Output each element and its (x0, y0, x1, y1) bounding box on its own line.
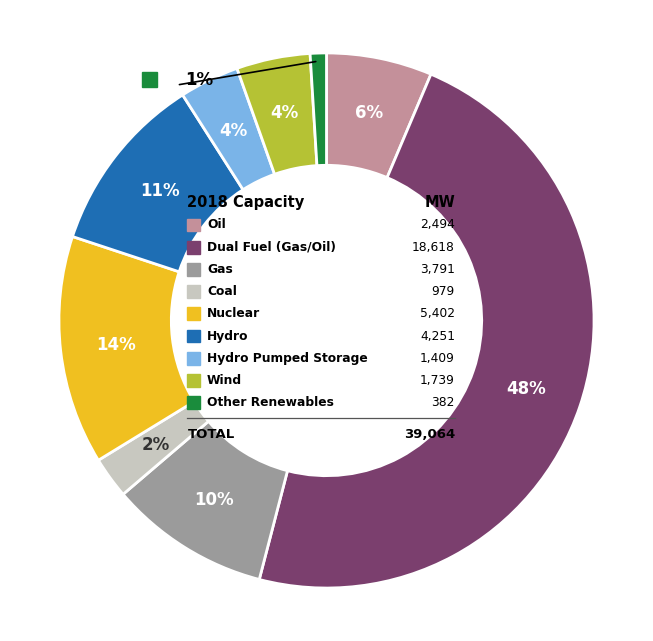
Text: 39,064: 39,064 (404, 428, 455, 441)
Text: Wind: Wind (207, 374, 242, 387)
Bar (187, 241, 200, 254)
Text: Hydro: Hydro (207, 329, 248, 342)
Text: TOTAL: TOTAL (187, 428, 234, 441)
Wedge shape (237, 53, 317, 174)
Bar (187, 308, 200, 320)
Text: Gas: Gas (207, 263, 232, 276)
Wedge shape (310, 53, 326, 165)
Text: 11%: 11% (140, 181, 180, 200)
Bar (187, 219, 200, 231)
Text: Coal: Coal (207, 285, 237, 298)
Text: 5,402: 5,402 (420, 307, 455, 320)
Bar (187, 374, 200, 387)
Text: 2%: 2% (141, 436, 170, 454)
Text: 382: 382 (432, 396, 455, 409)
Text: 4%: 4% (270, 104, 298, 122)
Text: 48%: 48% (507, 379, 547, 397)
Bar (187, 263, 200, 276)
Bar (187, 396, 200, 409)
Text: Oil: Oil (207, 219, 226, 231)
Bar (142, 72, 157, 87)
Wedge shape (72, 95, 243, 272)
Text: 2018 Capacity: 2018 Capacity (187, 196, 305, 210)
Text: 1,739: 1,739 (420, 374, 455, 387)
Wedge shape (183, 69, 274, 190)
Wedge shape (123, 421, 287, 579)
Text: 4%: 4% (219, 122, 248, 140)
Wedge shape (59, 237, 194, 460)
Text: 1%: 1% (185, 71, 213, 88)
Wedge shape (99, 401, 208, 494)
Bar (187, 285, 200, 298)
Text: 3,791: 3,791 (420, 263, 455, 276)
Bar (187, 352, 200, 365)
Text: Dual Fuel (Gas/Oil): Dual Fuel (Gas/Oil) (207, 240, 336, 254)
Bar (187, 329, 200, 342)
Text: 979: 979 (432, 285, 455, 298)
Text: 14%: 14% (97, 336, 136, 354)
Text: 4,251: 4,251 (420, 329, 455, 342)
Text: 10%: 10% (195, 491, 234, 509)
Wedge shape (259, 74, 594, 588)
Text: Nuclear: Nuclear (207, 307, 260, 320)
Text: 6%: 6% (355, 104, 383, 122)
Text: Other Renewables: Other Renewables (207, 396, 334, 409)
Wedge shape (326, 53, 431, 178)
Circle shape (174, 168, 479, 473)
Text: 1,409: 1,409 (420, 352, 455, 365)
Text: 18,618: 18,618 (412, 240, 455, 254)
Text: Hydro Pumped Storage: Hydro Pumped Storage (207, 352, 368, 365)
Text: 2,494: 2,494 (420, 219, 455, 231)
Text: MW: MW (424, 196, 455, 210)
